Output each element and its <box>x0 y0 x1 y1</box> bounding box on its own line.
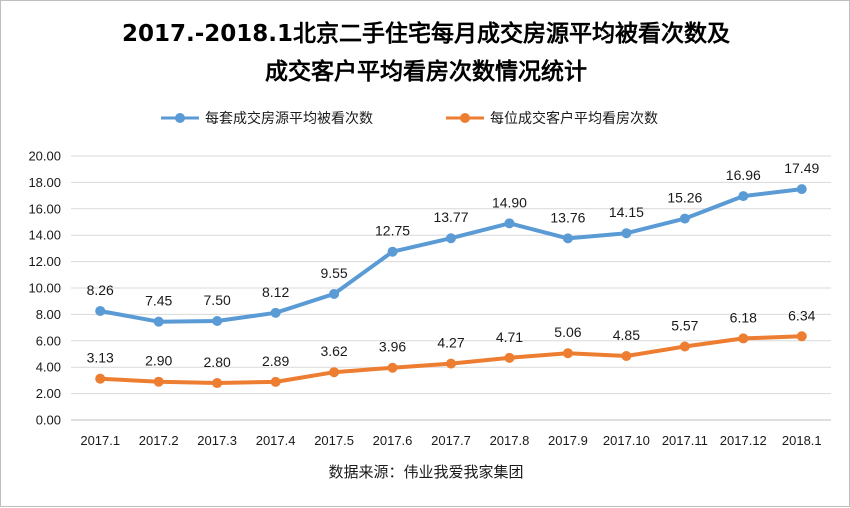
data-label: 6.34 <box>788 307 815 323</box>
legend-marker-series-1 <box>175 113 185 123</box>
y-tick-label: 0.00 <box>36 413 61 428</box>
data-point <box>212 378 223 389</box>
data-label: 4.27 <box>437 335 464 351</box>
chart-title-line-1: 2017.-2018.1北京二手住宅每月成交房源平均被看次数及 <box>122 20 730 47</box>
data-point <box>387 362 398 373</box>
data-label: 6.18 <box>730 309 757 325</box>
x-tick-label: 2017.3 <box>197 433 237 448</box>
chart-title: 2017.-2018.1北京二手住宅每月成交房源平均被看次数及 成交客户平均看房… <box>122 20 730 85</box>
legend: 每套成交房源平均被看次数 每位成交客户平均看房次数 <box>161 110 658 127</box>
data-label: 17.49 <box>784 160 819 176</box>
data-point <box>95 305 106 316</box>
series-2: 3.13 2.90 2.80 2.89 3.62 3.96 4.27 4.71 5.06 4.85… <box>87 307 816 389</box>
series-group: 8.26 7.45 7.50 8.12 9.55 12.75 13.77 14.90 13.76… <box>87 160 819 389</box>
data-point <box>212 316 223 326</box>
y-tick-label: 6.00 <box>36 333 61 348</box>
data-label: 4.71 <box>496 329 523 345</box>
x-tick-label: 2017.5 <box>314 433 354 448</box>
data-label: 2.80 <box>204 354 231 370</box>
data-label: 13.77 <box>433 209 468 225</box>
legend-item-series-2: 每位成交客户平均看房次数 <box>446 110 658 127</box>
data-label: 16.96 <box>726 167 761 183</box>
x-tick-label: 2017.4 <box>256 433 296 448</box>
data-point <box>329 367 340 378</box>
data-point <box>796 184 807 195</box>
data-label: 5.57 <box>671 317 698 333</box>
data-point <box>621 228 632 239</box>
data-label: 12.75 <box>375 223 410 239</box>
y-tick-label: 16.00 <box>28 201 61 216</box>
y-tick-label: 20.00 <box>28 149 61 164</box>
data-label: 9.55 <box>320 265 347 281</box>
x-tick-label: 2017.2 <box>139 433 179 448</box>
data-point <box>153 316 164 327</box>
data-point <box>679 213 690 224</box>
x-tick-label: 2017.7 <box>431 433 471 448</box>
data-label: 7.50 <box>204 292 231 308</box>
y-tick-label: 18.00 <box>28 175 61 190</box>
y-tick-label: 2.00 <box>36 386 61 401</box>
x-tick-label: 2017.11 <box>662 433 708 448</box>
chart-title-line-2: 成交客户平均看房次数情况统计 <box>265 58 587 85</box>
data-point <box>446 233 456 244</box>
data-point <box>738 333 749 344</box>
legend-label-series-2: 每位成交客户平均看房次数 <box>490 110 658 127</box>
data-label: 4.85 <box>613 327 640 343</box>
data-point <box>504 218 515 229</box>
data-label: 15.26 <box>667 190 702 206</box>
data-point <box>562 233 573 244</box>
data-point <box>504 352 515 363</box>
y-tick-label: 14.00 <box>28 228 61 243</box>
data-label: 3.96 <box>379 339 406 355</box>
x-tick-label: 2017.6 <box>373 433 413 448</box>
data-label: 8.12 <box>262 284 289 300</box>
data-point <box>796 331 807 342</box>
data-label: 8.26 <box>87 282 114 298</box>
x-tick-label: 2018.1 <box>782 433 822 448</box>
data-label: 13.76 <box>550 209 585 225</box>
data-label: 3.13 <box>87 350 114 366</box>
data-label: 3.62 <box>320 343 347 359</box>
data-point <box>738 191 749 202</box>
data-point <box>95 373 106 384</box>
legend-marker-series-2 <box>460 113 470 123</box>
data-point <box>270 307 281 318</box>
data-label: 14.15 <box>609 204 644 220</box>
legend-label-series-1: 每套成交房源平均被看次数 <box>205 110 373 127</box>
data-point <box>562 348 573 359</box>
data-point <box>387 246 398 257</box>
data-label: 7.45 <box>145 293 172 309</box>
legend-item-series-1: 每套成交房源平均被看次数 <box>161 110 373 127</box>
series-1: 8.26 7.45 7.50 8.12 9.55 12.75 13.77 14.90 13.76… <box>87 160 819 327</box>
y-tick-label: 12.00 <box>28 254 61 269</box>
x-tick-label: 2017.10 <box>603 433 650 448</box>
data-label: 5.06 <box>554 324 581 340</box>
data-point <box>621 350 632 361</box>
data-point <box>329 288 340 299</box>
y-axis: 0.00 2.00 4.00 6.00 8.00 10.00 12.00 14.00 16.00… <box>28 149 61 428</box>
y-tick-label: 10.00 <box>28 281 61 296</box>
data-label: 2.89 <box>262 353 289 369</box>
data-label: 14.90 <box>492 194 527 210</box>
x-tick-label: 2017.1 <box>80 433 120 448</box>
y-tick-label: 8.00 <box>36 307 61 322</box>
y-tick-label: 4.00 <box>36 360 61 375</box>
source-note: 数据来源：伟业我爱我家集团 <box>328 463 523 481</box>
x-tick-label: 2017.9 <box>548 433 588 448</box>
data-point <box>446 358 456 369</box>
x-tick-label: 2017.8 <box>490 433 530 448</box>
data-point <box>679 341 690 352</box>
x-tick-label: 2017.12 <box>720 433 767 448</box>
data-label: 2.90 <box>145 353 172 369</box>
data-point <box>270 376 281 387</box>
x-axis: 2017.1 2017.2 2017.3 2017.4 2017.5 2017.6 2017… <box>80 433 821 448</box>
data-point <box>153 376 164 387</box>
